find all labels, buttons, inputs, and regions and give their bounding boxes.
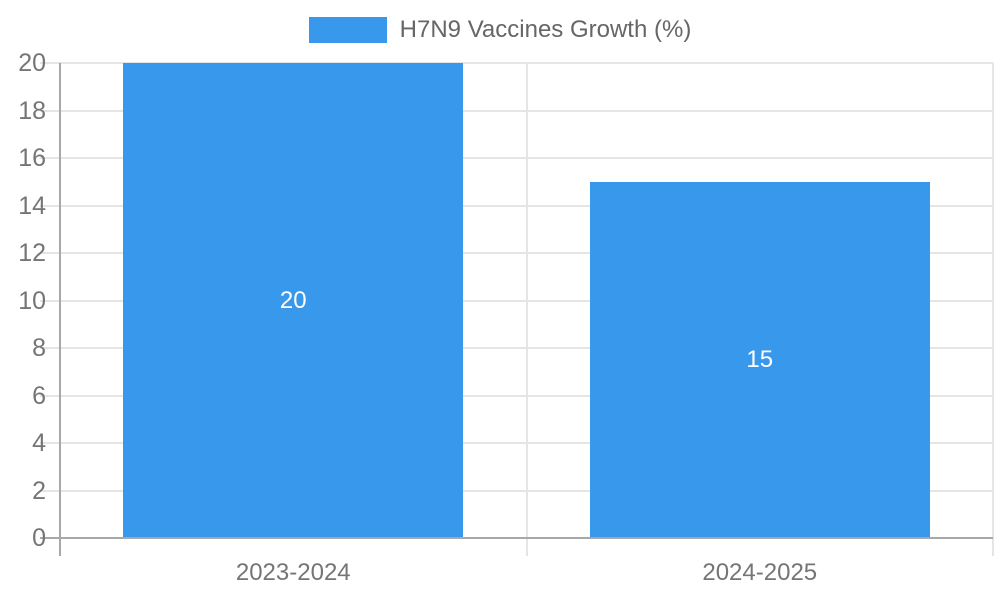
y-tick-label-6: 6 [32, 381, 46, 410]
y-tick-label-18: 18 [18, 96, 46, 125]
y-tick-label-10: 10 [18, 286, 46, 315]
x-tick-label-2023-2024: 2023-2024 [235, 559, 351, 586]
gridline-y-20 [40, 62, 993, 64]
gridline-y-14 [40, 204, 993, 207]
y-tick-label-14: 14 [18, 191, 46, 220]
gridline-y-2 [40, 489, 993, 492]
gridline-y-8 [40, 347, 993, 349]
y-tick-label-20: 20 [18, 49, 46, 77]
gridline-y-12 [40, 252, 993, 254]
gridline-y-0 [40, 537, 993, 539]
x-tick-label-2024-2025: 2024-2025 [702, 559, 818, 586]
bar-value-label-2023-2024: 20 [279, 286, 307, 314]
gridline-x-1 [525, 63, 528, 556]
y-tick-label-12: 12 [18, 239, 46, 267]
y-tick-label-16: 16 [18, 144, 46, 172]
bar-value-label-2024-2025: 15 [746, 345, 774, 373]
chart-legend[interactable]: H7N9 Vaccines Growth (%) [0, 15, 1000, 45]
gridline-y-6 [40, 394, 993, 397]
gridline-x-0 [59, 63, 61, 556]
legend-label: H7N9 Vaccines Growth (%) [399, 16, 692, 43]
y-tick-label-0: 0 [32, 524, 46, 552]
bar-2024-2025[interactable] [589, 181, 930, 538]
y-tick-label-8: 8 [32, 334, 46, 362]
gridline-y-10 [40, 299, 993, 302]
y-tick-label-4: 4 [32, 429, 46, 457]
bar-2023-2024[interactable] [123, 63, 464, 538]
gridline-x-2 [992, 63, 994, 556]
gridline-y-4 [40, 442, 993, 444]
legend-swatch [308, 17, 387, 43]
gridline-y-16 [40, 157, 993, 159]
gridline-y-18 [40, 109, 993, 112]
y-tick-label-2: 2 [32, 476, 46, 505]
